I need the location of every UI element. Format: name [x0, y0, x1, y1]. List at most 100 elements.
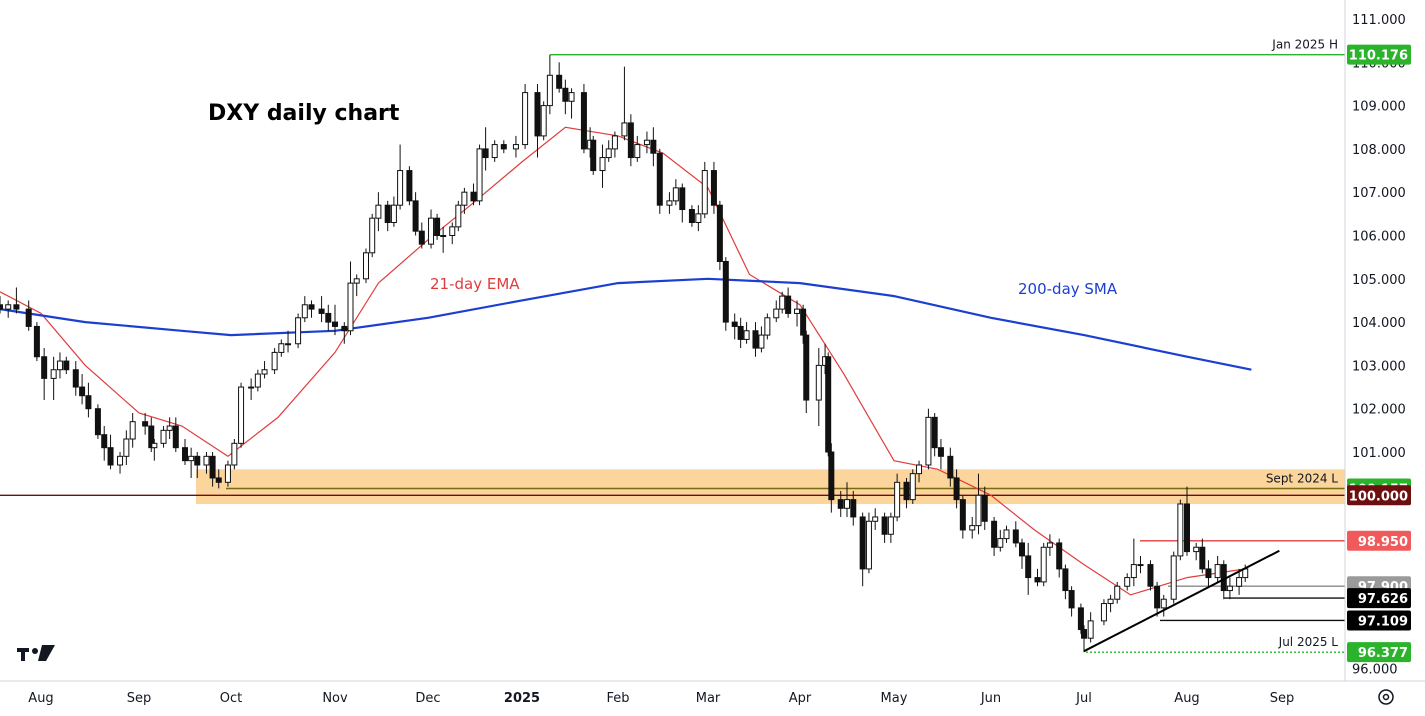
candle: [710, 161, 717, 214]
x-tick-label: Jul: [1075, 691, 1092, 706]
x-tick-label: Mar: [696, 691, 721, 706]
candle: [1062, 564, 1069, 600]
candle: [611, 131, 618, 158]
candle: [859, 512, 866, 587]
trendline: [1083, 549, 1280, 653]
candle-body: [643, 139, 650, 146]
candle: [865, 512, 872, 574]
candle: [123, 430, 130, 465]
candle: [881, 512, 888, 543]
candle: [1012, 521, 1019, 548]
candle: [341, 322, 348, 344]
candle-body: [325, 312, 332, 323]
candle-body: [449, 226, 456, 236]
candle-body: [981, 494, 988, 522]
candle: [412, 192, 419, 236]
candle-body: [347, 282, 354, 332]
candle: [25, 300, 32, 331]
candle-body: [758, 334, 765, 349]
candle: [512, 135, 519, 158]
candle: [301, 296, 308, 323]
candle: [844, 482, 850, 517]
candle-body: [1068, 590, 1075, 609]
candle: [1199, 538, 1206, 574]
candle: [72, 361, 79, 396]
candle: [556, 62, 563, 93]
candle: [1003, 525, 1010, 543]
candle-body: [285, 343, 292, 346]
level-label-7: Jul 2025 L: [1278, 635, 1339, 649]
candle-body: [605, 148, 612, 159]
candle: [418, 222, 425, 249]
candle: [1226, 577, 1233, 600]
candle: [953, 469, 960, 509]
candle-body: [248, 386, 255, 389]
x-tick-label: 2025: [504, 691, 540, 706]
candle-body: [546, 74, 553, 107]
price-box-label: 110.176: [1349, 49, 1408, 64]
candle-body: [428, 217, 435, 245]
candle: [224, 460, 231, 487]
candle: [1025, 542, 1032, 595]
candle-body: [1019, 542, 1025, 557]
candle: [148, 417, 155, 452]
candle: [347, 261, 354, 336]
price-box-label: 100.000: [1349, 489, 1408, 504]
candle-body: [568, 92, 575, 102]
candle: [969, 516, 976, 539]
candle-body: [129, 421, 136, 440]
candle: [1137, 555, 1144, 574]
candle-body: [679, 187, 686, 211]
candle-body: [752, 330, 759, 349]
candle-body: [710, 170, 717, 206]
candle-body: [63, 360, 70, 371]
candle: [981, 486, 988, 530]
candle: [643, 131, 650, 154]
sma-annotation: 200-day SMA: [1018, 280, 1118, 298]
candle: [599, 144, 606, 188]
candle: [1077, 603, 1084, 634]
price-box-bg: [1347, 588, 1411, 609]
candle-body: [785, 295, 792, 314]
candle: [50, 356, 57, 401]
level-label-0: Jan 2025 H: [1271, 38, 1338, 52]
candle-body: [418, 230, 425, 245]
candle-body: [1077, 607, 1084, 631]
y-tick-label: 101.000: [1352, 446, 1406, 461]
candle: [701, 161, 708, 219]
candle: [79, 374, 86, 405]
candle: [731, 313, 738, 340]
candle-body: [434, 217, 441, 236]
candle: [107, 434, 114, 470]
candle: [872, 508, 879, 530]
candle: [679, 183, 686, 223]
x-tick-label: Aug: [1174, 691, 1199, 706]
candle-body: [500, 144, 507, 150]
candle: [248, 378, 255, 401]
candle-body: [837, 499, 844, 509]
settings-icon[interactable]: [1378, 689, 1394, 705]
candle: [894, 473, 901, 522]
candle-body: [975, 494, 982, 527]
candle: [440, 226, 447, 253]
candle-body: [621, 122, 628, 137]
candle: [1236, 568, 1243, 595]
x-tick-label: Sep: [127, 691, 152, 706]
candle-body: [737, 325, 744, 340]
x-tick-label: Oct: [220, 691, 242, 706]
candle-body: [556, 74, 563, 89]
candle: [991, 516, 998, 556]
candle-body: [931, 416, 938, 449]
candle: [129, 413, 136, 448]
candle: [33, 322, 40, 362]
candle: [743, 322, 750, 344]
x-tick-label: Apr: [789, 691, 812, 706]
candle: [716, 200, 723, 271]
x-tick-label: May: [881, 691, 908, 706]
candle: [937, 439, 944, 470]
candle: [182, 439, 188, 465]
x-tick-label: Jun: [980, 691, 1001, 706]
price-box-label: 97.109: [1358, 614, 1408, 629]
candle-body: [1205, 568, 1212, 579]
